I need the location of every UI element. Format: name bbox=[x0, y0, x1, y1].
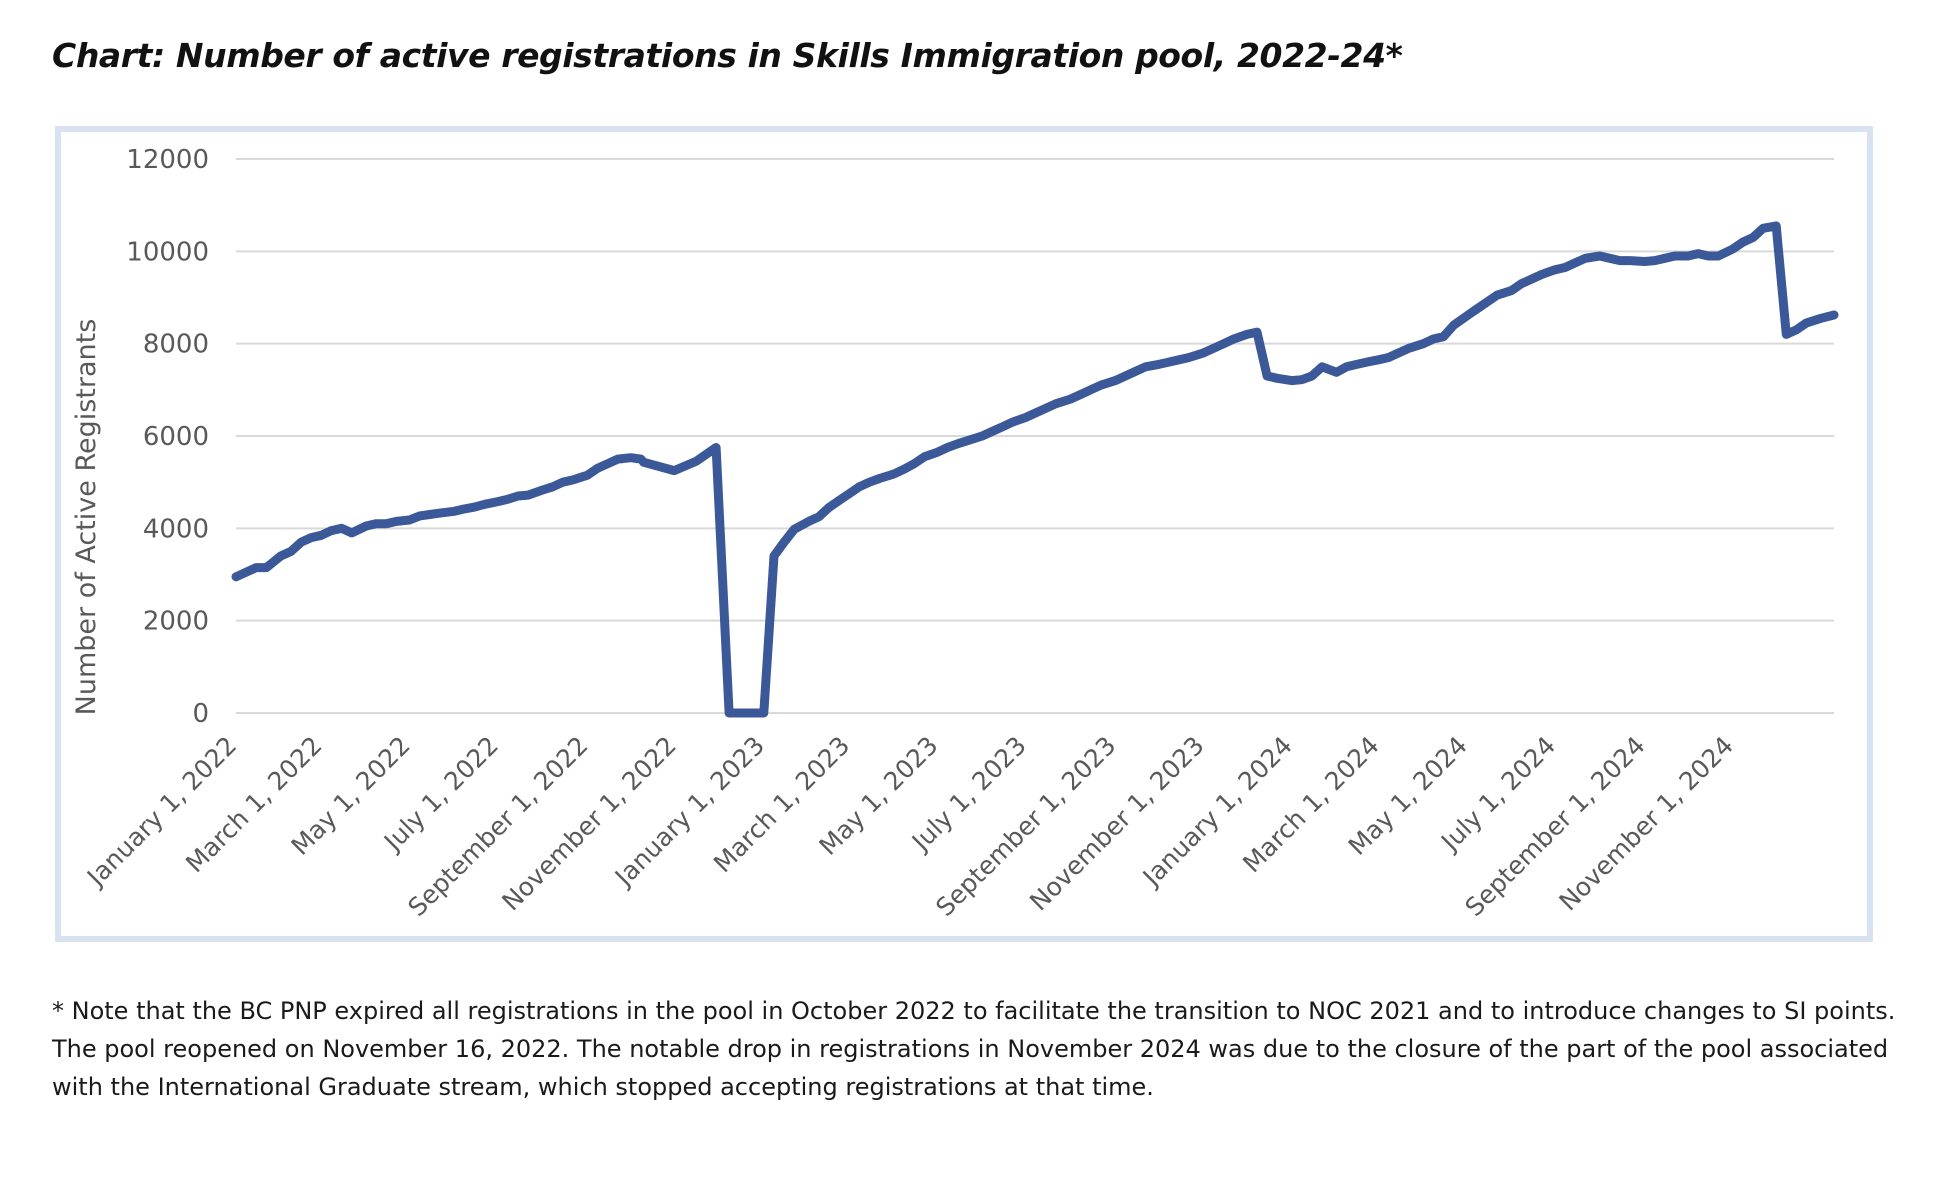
chart-frame: 0 2000 4000 6000 8000 10000 12000 January 1, 2… bbox=[55, 126, 1873, 942]
footnote-line: * Note that the BC PNP expired all regis… bbox=[52, 997, 1896, 1025]
y-tick-label: 4000 bbox=[143, 514, 209, 544]
x-tick-label: January 1, 2022 bbox=[80, 731, 242, 893]
chart-title: Chart: Number of active registrations in… bbox=[52, 36, 1403, 75]
x-tick-label: November 1, 2023 bbox=[1024, 731, 1210, 917]
y-axis-ticks: 0 2000 4000 6000 8000 10000 12000 bbox=[126, 145, 209, 729]
x-tick-label: January 1, 2023 bbox=[608, 731, 770, 893]
y-tick-label: 0 bbox=[192, 699, 209, 729]
gridlines bbox=[236, 158, 1834, 714]
series-line bbox=[231, 221, 1839, 718]
y-tick-label: 10000 bbox=[126, 237, 209, 267]
x-tick-label: November 1, 2024 bbox=[1553, 731, 1739, 917]
footnote: * Note that the BC PNP expired all regis… bbox=[52, 992, 1912, 1106]
footnote-line: with the International Graduate stream, … bbox=[52, 1073, 1154, 1101]
y-tick-label: 2000 bbox=[143, 607, 209, 637]
line-chart: 0 2000 4000 6000 8000 10000 12000 January 1, 2… bbox=[71, 145, 1839, 922]
footnote-line: The pool reopened on November 16, 2022. … bbox=[52, 1035, 1889, 1063]
y-tick-label: 6000 bbox=[143, 422, 209, 452]
x-tick-label: November 1, 2022 bbox=[496, 731, 682, 917]
y-tick-label: 8000 bbox=[143, 330, 209, 360]
y-axis-label: Number of Active Registrants bbox=[71, 319, 102, 716]
y-tick-label: 12000 bbox=[126, 145, 209, 175]
x-tick-label: January 1, 2024 bbox=[1136, 731, 1298, 893]
